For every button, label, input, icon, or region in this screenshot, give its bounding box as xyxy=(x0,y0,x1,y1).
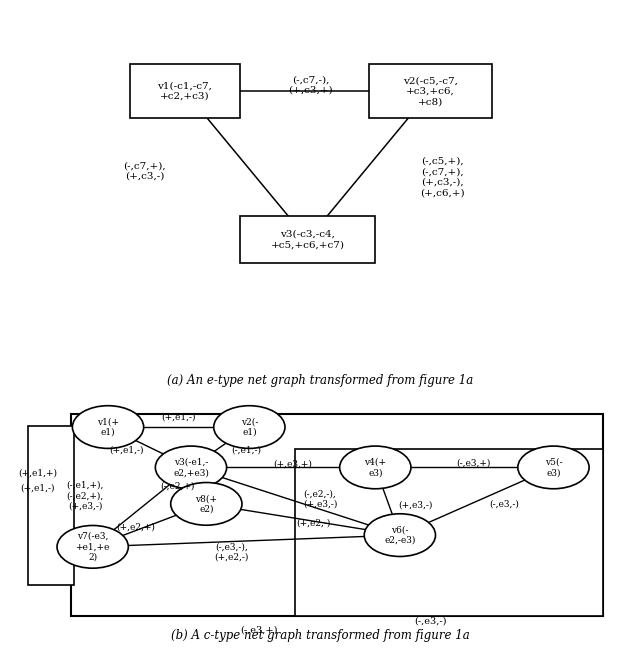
Text: (-,c7,-),
(+,c3,+): (-,c7,-), (+,c3,+) xyxy=(289,76,333,95)
Ellipse shape xyxy=(340,446,411,489)
Ellipse shape xyxy=(171,482,242,525)
Text: (+,e2,-): (+,e2,-) xyxy=(297,519,331,528)
Text: v1(-c1,-c7,
+c2,+c3): v1(-c1,-c7, +c2,+c3) xyxy=(157,81,212,101)
Text: (+,e1,-): (+,e1,-) xyxy=(161,412,196,421)
Text: v6(-
e2,-e3): v6(- e2,-e3) xyxy=(384,525,415,545)
Text: (+,e2,+): (+,e2,+) xyxy=(116,523,155,532)
Text: (-,e3,-),
(+,e2,-): (-,e3,-), (+,e2,-) xyxy=(214,542,249,562)
Ellipse shape xyxy=(57,525,128,568)
Text: (+,e1,-): (+,e1,-) xyxy=(20,484,54,493)
Bar xyxy=(296,449,603,616)
Text: (+,e3,+): (+,e3,+) xyxy=(273,460,312,469)
Text: (+,e1,+): (+,e1,+) xyxy=(18,468,57,477)
Bar xyxy=(240,216,375,263)
Text: v4(+
e3): v4(+ e3) xyxy=(364,458,387,477)
Text: v8(+
e2): v8(+ e2) xyxy=(195,494,218,514)
Text: (+,e3,-): (+,e3,-) xyxy=(398,501,433,510)
Text: (-,e1,-): (-,e1,-) xyxy=(231,446,261,455)
Bar xyxy=(369,64,492,118)
Bar xyxy=(71,414,603,616)
Text: (-,e3,-): (-,e3,-) xyxy=(490,499,519,508)
Text: (-,e1,+),
(-,e2,+),
(+,e3,-): (-,e1,+), (-,e2,+), (+,e3,-) xyxy=(67,480,104,510)
Text: v3(-e1,-
e2,+e3): v3(-e1,- e2,+e3) xyxy=(173,458,209,477)
Text: (+,e1,-): (+,e1,-) xyxy=(109,446,144,455)
Bar xyxy=(129,64,240,118)
Text: v7(-e3,
+e1,+e
2): v7(-e3, +e1,+e 2) xyxy=(76,532,110,562)
Ellipse shape xyxy=(156,446,227,489)
Text: (-,e2,+): (-,e2,+) xyxy=(160,482,195,491)
Text: v2(-
e1): v2(- e1) xyxy=(241,417,258,437)
Text: v2(-c5,-c7,
+c3,+c6,
+c8): v2(-c5,-c7, +c3,+c6, +c8) xyxy=(403,76,458,106)
Text: (-,c5,+),
(-,c7,+),
(+,c3,-),
(+,c6,+): (-,c5,+), (-,c7,+), (+,c3,-), (+,c6,+) xyxy=(420,157,465,197)
Text: v5(-
e3): v5(- e3) xyxy=(545,458,563,477)
Text: (-,e3,+): (-,e3,+) xyxy=(456,458,491,467)
Text: (-,e3,-): (-,e3,-) xyxy=(414,616,447,625)
Text: v3(-c3,-c4,
+c5,+c6,+c7): v3(-c3,-c4, +c5,+c6,+c7) xyxy=(271,230,345,249)
Text: v1(+
e1): v1(+ e1) xyxy=(97,417,119,437)
Text: (-,e2,-),
(+,e3,-): (-,e2,-), (+,e3,-) xyxy=(303,490,337,509)
Text: (-,c7,+),
(+,c3,-): (-,c7,+), (+,c3,-) xyxy=(124,161,166,181)
Ellipse shape xyxy=(214,406,285,449)
Bar xyxy=(28,426,74,585)
Text: (b) A c-type net graph transformed from figure 1a: (b) A c-type net graph transformed from … xyxy=(171,629,469,642)
Ellipse shape xyxy=(518,446,589,489)
Ellipse shape xyxy=(364,514,435,557)
Ellipse shape xyxy=(72,406,143,449)
Text: (a) An e-type net graph transformed from figure 1a: (a) An e-type net graph transformed from… xyxy=(167,374,473,387)
Text: (-,e3,+): (-,e3,+) xyxy=(240,626,277,635)
